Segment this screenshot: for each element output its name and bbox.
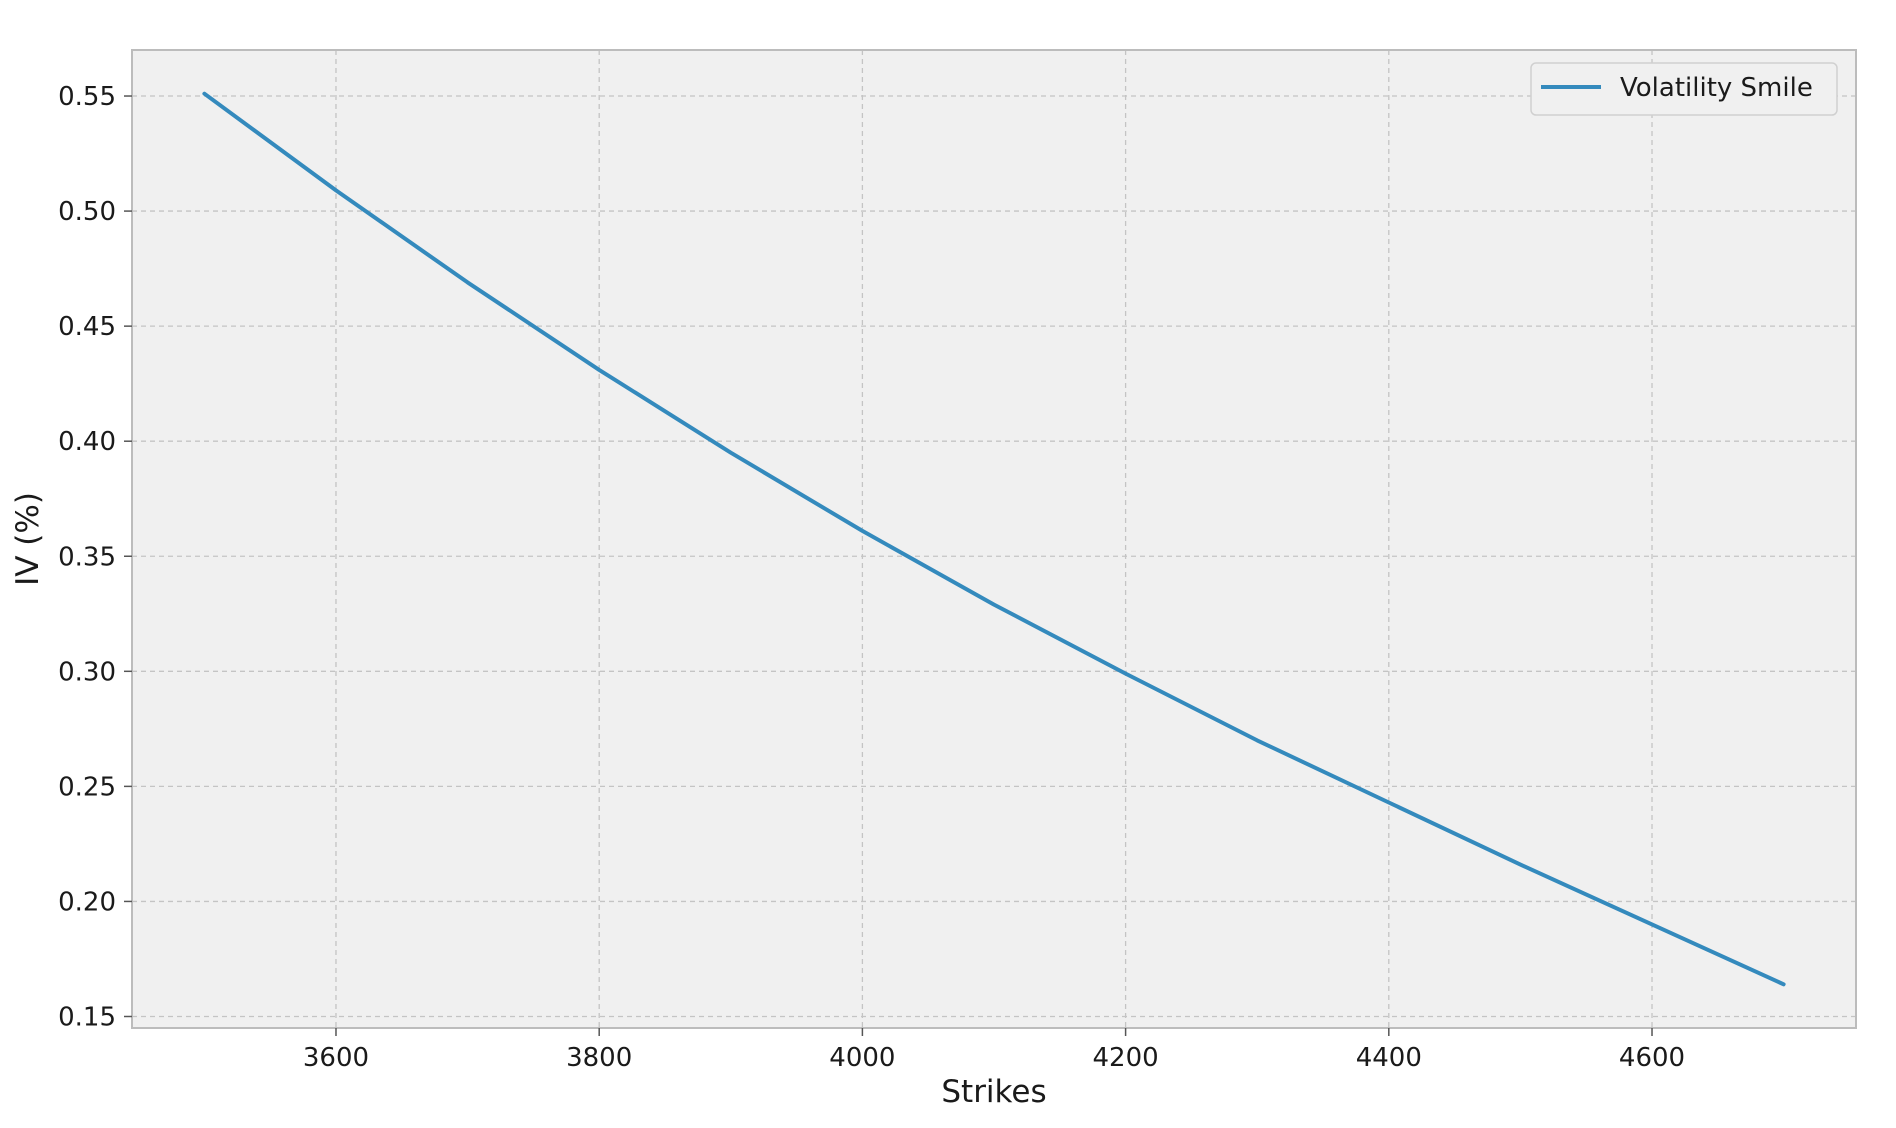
x-tick-label: 3800 [566, 1043, 632, 1073]
y-tick-label: 0.35 [58, 542, 116, 572]
legend-box [1530, 62, 1838, 116]
y-tick-label: 0.20 [58, 887, 116, 917]
y-axis-label: IV (%) [10, 492, 46, 586]
y-tick-label: 0.55 [58, 82, 116, 112]
series-layer [202, 91, 1786, 987]
x-tick-label: 4400 [1356, 1043, 1422, 1073]
y-tick-label: 0.45 [58, 312, 116, 342]
x-tick-label: 3600 [303, 1043, 369, 1073]
legend-label: Volatility Smile [1620, 73, 1813, 103]
ticks: 3600 3800 4000 4200 4400 4600 0.15 0.20 0.25 0.30… [58, 82, 1685, 1073]
series-line-volatility-smile [202, 91, 1786, 987]
plot-frame [131, 49, 1857, 1029]
grid [132, 50, 1856, 1028]
y-tick-label: 0.15 [58, 1002, 116, 1032]
plot-background [132, 50, 1856, 1028]
y-tick-label: 0.30 [58, 657, 116, 687]
y-tick-label: 0.40 [58, 427, 116, 457]
x-tick-label: 4000 [829, 1043, 895, 1073]
x-tick-label: 4200 [1093, 1043, 1159, 1073]
x-axis-label: Strikes [941, 1074, 1046, 1110]
legend: Volatility Smile [1530, 62, 1838, 116]
x-tick-label: 4600 [1619, 1043, 1685, 1073]
y-tick-label: 0.50 [58, 197, 116, 227]
y-tick-label: 0.25 [58, 772, 116, 802]
